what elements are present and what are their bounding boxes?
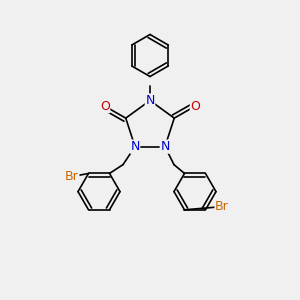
Text: O: O xyxy=(100,100,110,112)
Text: N: N xyxy=(160,140,170,153)
Text: N: N xyxy=(130,140,140,153)
Text: Br: Br xyxy=(65,170,79,183)
Text: O: O xyxy=(190,100,200,112)
Text: Br: Br xyxy=(215,200,229,213)
Text: N: N xyxy=(145,94,155,107)
